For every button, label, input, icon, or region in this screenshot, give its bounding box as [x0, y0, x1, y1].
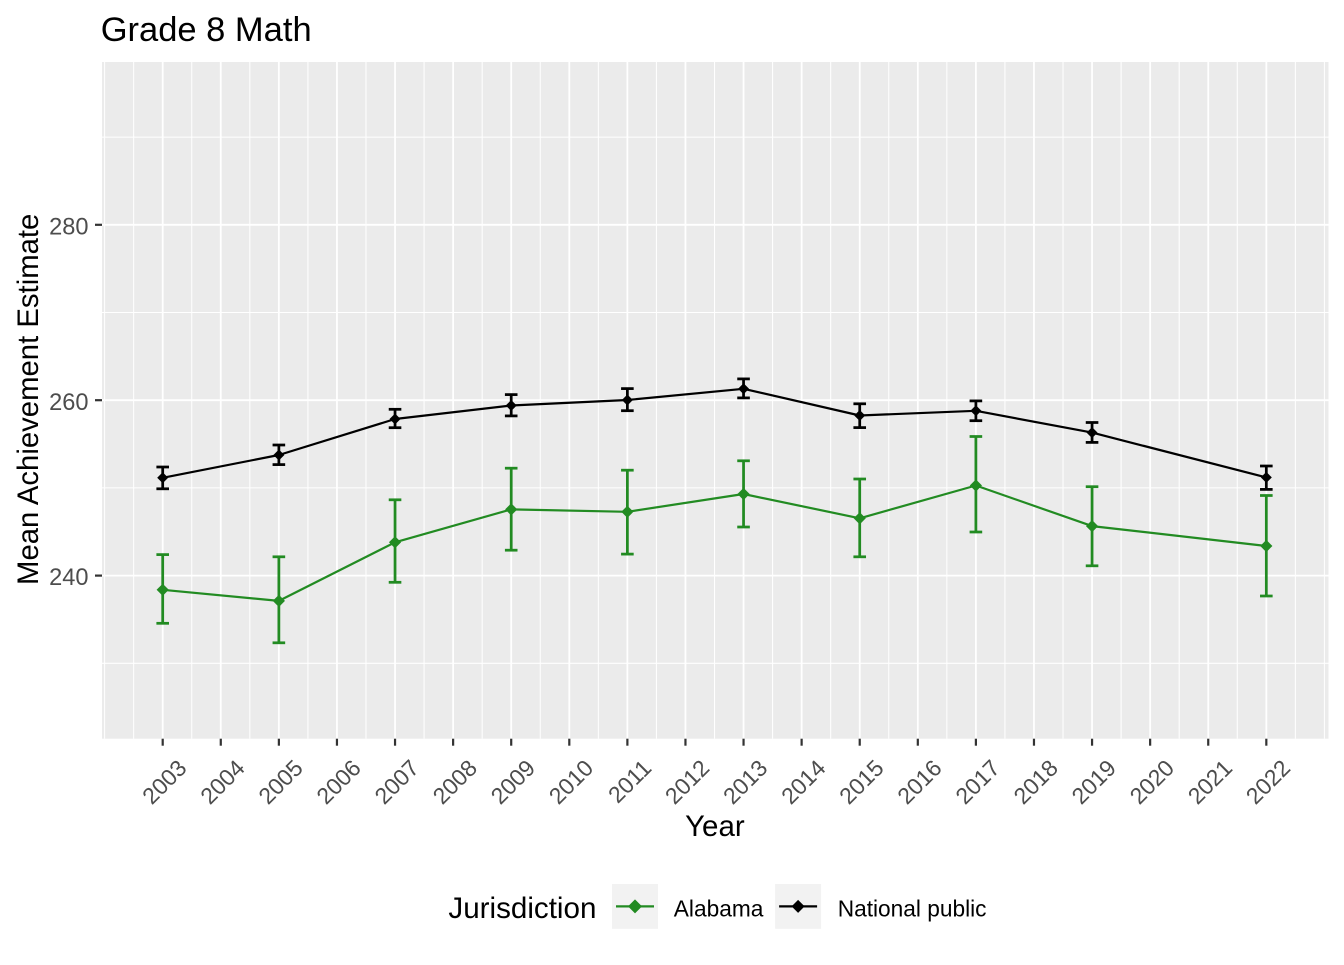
svg-text:260: 260 [49, 390, 88, 416]
svg-text:Jurisdiction: Jurisdiction [448, 892, 596, 925]
svg-text:240: 240 [49, 565, 88, 591]
svg-text:National public: National public [838, 896, 987, 922]
svg-text:Alabama: Alabama [674, 896, 764, 922]
svg-text:280: 280 [49, 214, 88, 240]
svg-text:Grade 8 Math: Grade 8 Math [101, 11, 312, 49]
svg-text:Mean Achievement Estimate: Mean Achievement Estimate [12, 214, 45, 585]
svg-text:Year: Year [685, 810, 745, 843]
